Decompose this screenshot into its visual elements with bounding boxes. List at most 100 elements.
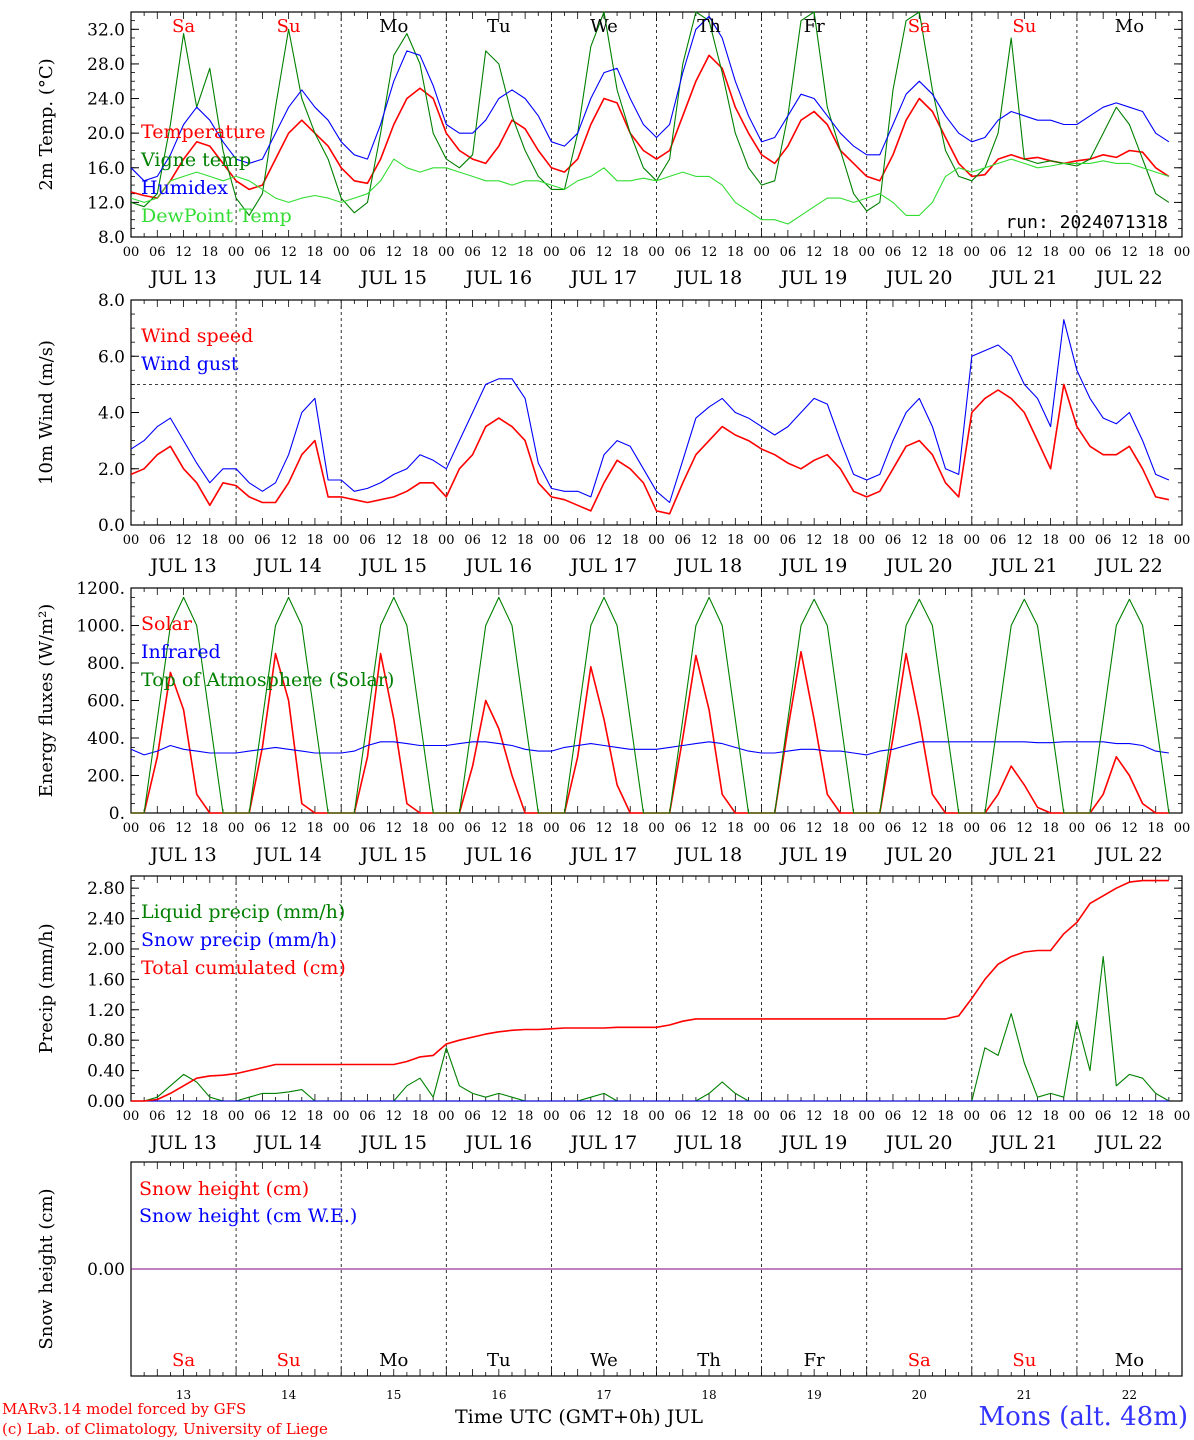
x-day-label: JUL 19 [779, 844, 847, 866]
x-hour-label: 18 [1042, 245, 1059, 260]
x-hour-label: 06 [675, 1109, 692, 1124]
weekday-label: Mo [379, 1350, 408, 1371]
x-hour-label: 06 [359, 1109, 376, 1124]
x-hour-label: 00 [333, 245, 350, 260]
x-hour-label: 00 [1174, 821, 1191, 836]
weekday-label: Th [697, 1350, 721, 1371]
x-hour-label: 06 [1095, 1109, 1112, 1124]
x-hour-label: 06 [780, 1109, 797, 1124]
y-tick-label: 20.0 [87, 124, 125, 144]
x-hour-label: 00 [543, 245, 560, 260]
x-hour-label: 00 [858, 1109, 875, 1124]
x-hour-label: 18 [727, 1109, 744, 1124]
x-hour-label: 12 [1121, 821, 1138, 836]
x-hour-label: 06 [1095, 821, 1112, 836]
y-tick-label: 8.0 [98, 228, 125, 248]
x-day-label: JUL 16 [464, 1132, 532, 1154]
x-hour-label: 00 [648, 1109, 665, 1124]
y-tick-label: 1000. [76, 617, 125, 637]
x-hour-label: 06 [149, 1109, 166, 1124]
legend-entry: Snow precip (mm/h) [141, 929, 337, 951]
weekday-label: Mo [1115, 16, 1144, 37]
x-hour-label: 18 [832, 1109, 849, 1124]
x-hour-label: 06 [569, 533, 586, 548]
run-label: run: 2024071318 [1005, 212, 1168, 233]
series-line [131, 879, 1169, 1102]
y-tick-label: 2.0 [98, 460, 125, 480]
x-hour-label: 00 [543, 821, 560, 836]
x-hour-label: 18 [412, 821, 429, 836]
x-hour-label: 12 [491, 821, 508, 836]
weekday-label: We [590, 16, 618, 37]
x-hour-label: 00 [333, 1109, 350, 1124]
x-hour-label: 06 [569, 245, 586, 260]
weekday-label: Sa [908, 1350, 931, 1371]
x-day-label: JUL 20 [884, 267, 952, 289]
legend-entry: Snow height (cm) [139, 1178, 309, 1200]
x-day-label: JUL 13 [148, 1132, 216, 1154]
x-day-label: JUL 14 [253, 555, 321, 577]
x-hour-label: 06 [675, 533, 692, 548]
y-tick-label: 6.0 [98, 347, 125, 367]
y-tick-label: 2.00 [87, 940, 125, 960]
y-tick-label: 1.20 [87, 1001, 125, 1021]
x-hour-label: 12 [806, 533, 823, 548]
x-hour-label: 18 [622, 1109, 639, 1124]
panel-2 [130, 299, 1183, 526]
x-hour-label: 18 [412, 245, 429, 260]
x-hour-label: 00 [543, 533, 560, 548]
x-hour-label: 18 [1042, 1109, 1059, 1124]
x-hour-label: 18 [1042, 533, 1059, 548]
x-hour-label: 18 [517, 245, 534, 260]
y-tick-label: 1.60 [87, 970, 125, 990]
x-hour-label: 12 [280, 1109, 297, 1124]
x-hour-label: 00 [858, 821, 875, 836]
weekday-label: Su [1012, 16, 1036, 37]
y-tick-label: 0.40 [87, 1062, 125, 1082]
x-day-number: 21 [1017, 1388, 1032, 1402]
x-hour-label: 00 [964, 1109, 981, 1124]
x-hour-label: 18 [517, 533, 534, 548]
x-hour-label: 12 [1016, 821, 1033, 836]
x-day-label: JUL 22 [1094, 555, 1162, 577]
x-day-label: JUL 17 [569, 267, 637, 289]
x-hour-label: 06 [990, 245, 1007, 260]
legend-entry: Humidex [141, 177, 228, 199]
x-hour-label: 18 [832, 533, 849, 548]
x-hour-label: 00 [1069, 245, 1086, 260]
legend-entry: Wind gust [141, 353, 239, 375]
x-hour-label: 18 [202, 245, 219, 260]
x-hour-label: 00 [858, 533, 875, 548]
y-tick-label: 600. [87, 692, 125, 712]
x-day-label: JUL 17 [569, 844, 637, 866]
x-hour-label: 00 [228, 245, 245, 260]
x-hour-label: 00 [123, 821, 140, 836]
x-hour-label: 00 [333, 821, 350, 836]
x-hour-label: 06 [675, 821, 692, 836]
x-day-label: JUL 21 [989, 555, 1057, 577]
x-hour-label: 12 [806, 1109, 823, 1124]
x-hour-label: 12 [701, 245, 718, 260]
x-hour-label: 12 [1121, 1109, 1138, 1124]
x-day-label: JUL 20 [884, 844, 952, 866]
x-hour-label: 18 [307, 245, 324, 260]
x-day-label: JUL 18 [674, 267, 742, 289]
x-hour-label: 18 [1147, 1109, 1164, 1124]
y-tick-label: 0.0 [98, 516, 125, 536]
panel-5 [130, 1161, 1183, 1377]
x-hour-label: 12 [280, 245, 297, 260]
y-axis-label: Energy fluxes (W/m²) [36, 604, 57, 798]
x-day-number: 15 [386, 1388, 401, 1402]
legend-entry: Solar [141, 613, 193, 635]
weekday-label: Th [697, 16, 721, 37]
x-hour-label: 12 [491, 1109, 508, 1124]
x-hour-label: 18 [727, 533, 744, 548]
x-hour-label: 12 [1016, 1109, 1033, 1124]
x-day-label: JUL 19 [779, 555, 847, 577]
x-hour-label: 18 [412, 533, 429, 548]
panel-3 [130, 587, 1183, 814]
x-day-label: JUL 22 [1094, 267, 1162, 289]
x-hour-label: 18 [622, 821, 639, 836]
x-hour-label: 12 [491, 533, 508, 548]
